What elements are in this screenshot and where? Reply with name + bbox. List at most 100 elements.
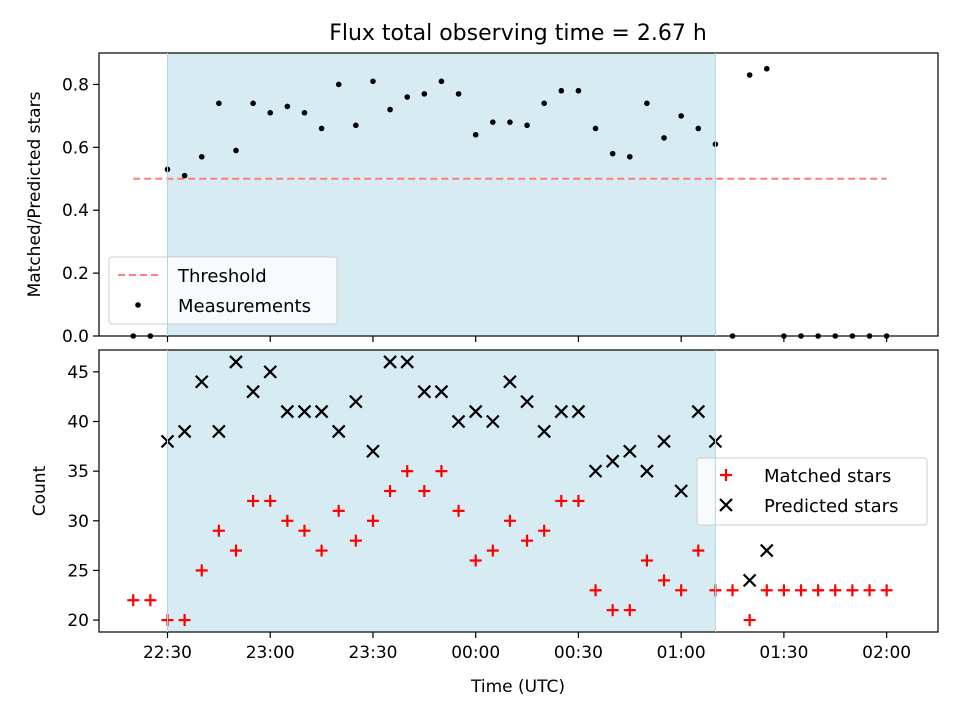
measurement-point bbox=[301, 109, 308, 116]
measurement-point bbox=[421, 91, 428, 97]
count-legend: Matched stars Predicted stars bbox=[696, 457, 928, 526]
predicted-star-point bbox=[314, 404, 329, 419]
count-axes-frame bbox=[98, 349, 939, 633]
predicted-star-point bbox=[657, 434, 671, 449]
matched-star-point bbox=[452, 504, 465, 517]
x-tick-label: 01:30 bbox=[759, 643, 808, 663]
predicted-star-point bbox=[503, 374, 517, 389]
matched-star-point bbox=[503, 514, 516, 527]
measurement-point bbox=[370, 78, 376, 85]
matched-star-point bbox=[880, 584, 893, 597]
y-tick-label: 0.6 bbox=[62, 138, 89, 158]
ratio-legend: Threshold Measurements bbox=[108, 256, 338, 325]
predicted-star-point bbox=[383, 355, 397, 369]
predicted-star-point bbox=[451, 414, 466, 429]
measurement-point bbox=[763, 65, 770, 72]
ratio-y-axis-label: Matched/Predicted stars bbox=[25, 91, 45, 297]
matched-star-point bbox=[795, 584, 808, 597]
y-tick-label: 0.0 bbox=[62, 327, 89, 347]
count-y-ticks: 20 25 30 35 40 45 bbox=[67, 363, 99, 631]
matched-star-point bbox=[640, 554, 653, 567]
predicted-star-point bbox=[571, 404, 586, 419]
matched-star-point bbox=[178, 614, 191, 627]
matched-star-point bbox=[298, 524, 311, 537]
ratio-y-ticks: 0.0 0.2 0.4 0.6 0.8 bbox=[62, 75, 99, 347]
x-tick-label: 00:30 bbox=[554, 643, 603, 663]
count-panel: 20 25 30 35 40 45 22:30 23:00 23:30 00:00 00:30 01… bbox=[30, 349, 939, 697]
predicted-star-point bbox=[468, 404, 483, 419]
ratio-axes-frame bbox=[98, 52, 939, 337]
legend-threshold-label: Threshold bbox=[177, 266, 267, 287]
measurement-point bbox=[438, 78, 445, 85]
y-tick-label: 20 bbox=[67, 611, 89, 631]
matched-star-point bbox=[264, 494, 277, 507]
measurement-point bbox=[335, 81, 342, 88]
matched-star-point bbox=[212, 524, 225, 537]
matched-star-point bbox=[589, 584, 602, 597]
matched-star-point bbox=[777, 584, 790, 597]
matched-star-point bbox=[127, 594, 140, 607]
predicted-star-point bbox=[246, 384, 260, 399]
predicted-star-point bbox=[605, 454, 620, 468]
measurement-point bbox=[250, 100, 256, 107]
ratio-legend-box bbox=[108, 256, 338, 325]
predicted-star-point bbox=[486, 414, 500, 429]
measurement-point bbox=[524, 122, 530, 129]
matched-star-point bbox=[384, 485, 397, 497]
matched-star-point bbox=[521, 534, 534, 547]
count-y-axis-label: Count bbox=[30, 465, 50, 516]
legend-matched-label: Matched stars bbox=[764, 466, 891, 487]
matched-star-point bbox=[658, 574, 671, 587]
matched-star-point bbox=[229, 544, 242, 557]
measurement-point bbox=[507, 119, 513, 125]
measurement-point bbox=[575, 87, 582, 94]
matched-star-point bbox=[401, 465, 414, 478]
y-tick-label: 0.2 bbox=[62, 264, 89, 284]
matched-star-point bbox=[726, 584, 739, 597]
predicted-star-point bbox=[212, 424, 226, 439]
predicted-star-point bbox=[400, 355, 414, 369]
measurement-point bbox=[181, 172, 188, 179]
predicted-star-point bbox=[623, 444, 637, 459]
x-tick-label: 23:00 bbox=[246, 643, 295, 663]
matched-star-point bbox=[572, 494, 585, 507]
measurement-points bbox=[130, 65, 890, 339]
matched-star-point bbox=[195, 564, 208, 577]
predicted-star-point bbox=[588, 464, 603, 478]
predicted-star-point bbox=[194, 374, 209, 389]
matched-star-point bbox=[829, 584, 842, 597]
matched-star-point bbox=[623, 604, 636, 617]
predicted-star-point bbox=[674, 484, 688, 498]
y-tick-label: 45 bbox=[67, 363, 89, 383]
predicted-star-point bbox=[759, 543, 774, 558]
measurement-point bbox=[233, 147, 239, 154]
predicted-star-point bbox=[366, 444, 380, 459]
matched-star-point bbox=[692, 544, 705, 557]
x-tick-label: 23:30 bbox=[348, 643, 397, 663]
legend-matched-swatch bbox=[720, 469, 732, 481]
measurement-point bbox=[387, 106, 393, 113]
matched-star-point bbox=[863, 584, 876, 597]
measurement-point bbox=[695, 125, 702, 132]
predicted-star-point bbox=[297, 404, 312, 419]
legend-predicted-swatch bbox=[719, 498, 733, 512]
measurement-point bbox=[472, 131, 479, 138]
predicted-star-point bbox=[263, 365, 278, 379]
y-tick-label: 35 bbox=[67, 462, 89, 482]
matched-star-point bbox=[349, 534, 362, 547]
measurement-point bbox=[661, 135, 667, 141]
ratio-panel: 0.00.20.40.60.8 Matched/Predicted stars … bbox=[25, 52, 939, 347]
count-x-ticks: 22:30 23:00 23:30 00:00 00:30 01:00 01:30 02:00 bbox=[143, 632, 911, 663]
measurement-point bbox=[746, 72, 753, 78]
matched-star-point bbox=[538, 524, 551, 537]
measurement-point bbox=[592, 125, 599, 132]
predicted-star-point bbox=[177, 424, 192, 439]
predicted-star-point bbox=[434, 384, 449, 399]
predicted-star-point bbox=[691, 404, 706, 419]
predicted-star-point bbox=[417, 384, 432, 399]
ratio-x-ticks bbox=[166, 336, 888, 342]
measurement-point bbox=[353, 122, 359, 129]
matched-star-point bbox=[675, 584, 688, 597]
matched-star-point bbox=[366, 514, 379, 527]
